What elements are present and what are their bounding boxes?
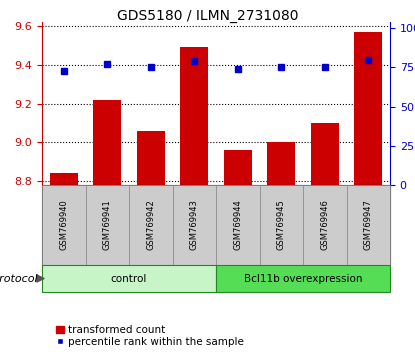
Bar (42, 265, 216, 292)
Bar (129, 185, 173, 265)
Bar (224, 150, 252, 185)
Text: Bcl11b overexpression: Bcl11b overexpression (244, 274, 362, 284)
Text: GDS5180 / ILMN_2731080: GDS5180 / ILMN_2731080 (117, 9, 298, 23)
Bar (216, 185, 259, 265)
Bar (42, 185, 85, 265)
Bar (137, 131, 165, 185)
Bar (310, 123, 339, 185)
Text: GSM769946: GSM769946 (320, 200, 329, 250)
Text: GSM769943: GSM769943 (190, 200, 199, 250)
Text: GSM769942: GSM769942 (146, 200, 155, 250)
Text: control: control (111, 274, 147, 284)
Bar (347, 185, 390, 265)
Bar (50, 173, 78, 185)
Text: GSM769947: GSM769947 (364, 200, 373, 250)
Text: GSM769945: GSM769945 (277, 200, 286, 250)
Bar (354, 32, 382, 185)
Bar (180, 47, 208, 185)
Bar (85, 185, 129, 265)
Legend: transformed count, percentile rank within the sample: transformed count, percentile rank withi… (56, 325, 244, 347)
Bar (93, 99, 122, 185)
Bar (259, 185, 303, 265)
Bar (173, 185, 216, 265)
Text: GSM769941: GSM769941 (103, 200, 112, 250)
Bar (216, 265, 390, 292)
Bar (267, 142, 295, 185)
Text: protocol: protocol (0, 274, 38, 284)
Text: GSM769940: GSM769940 (59, 200, 68, 250)
Bar (303, 185, 347, 265)
Text: GSM769944: GSM769944 (233, 200, 242, 250)
